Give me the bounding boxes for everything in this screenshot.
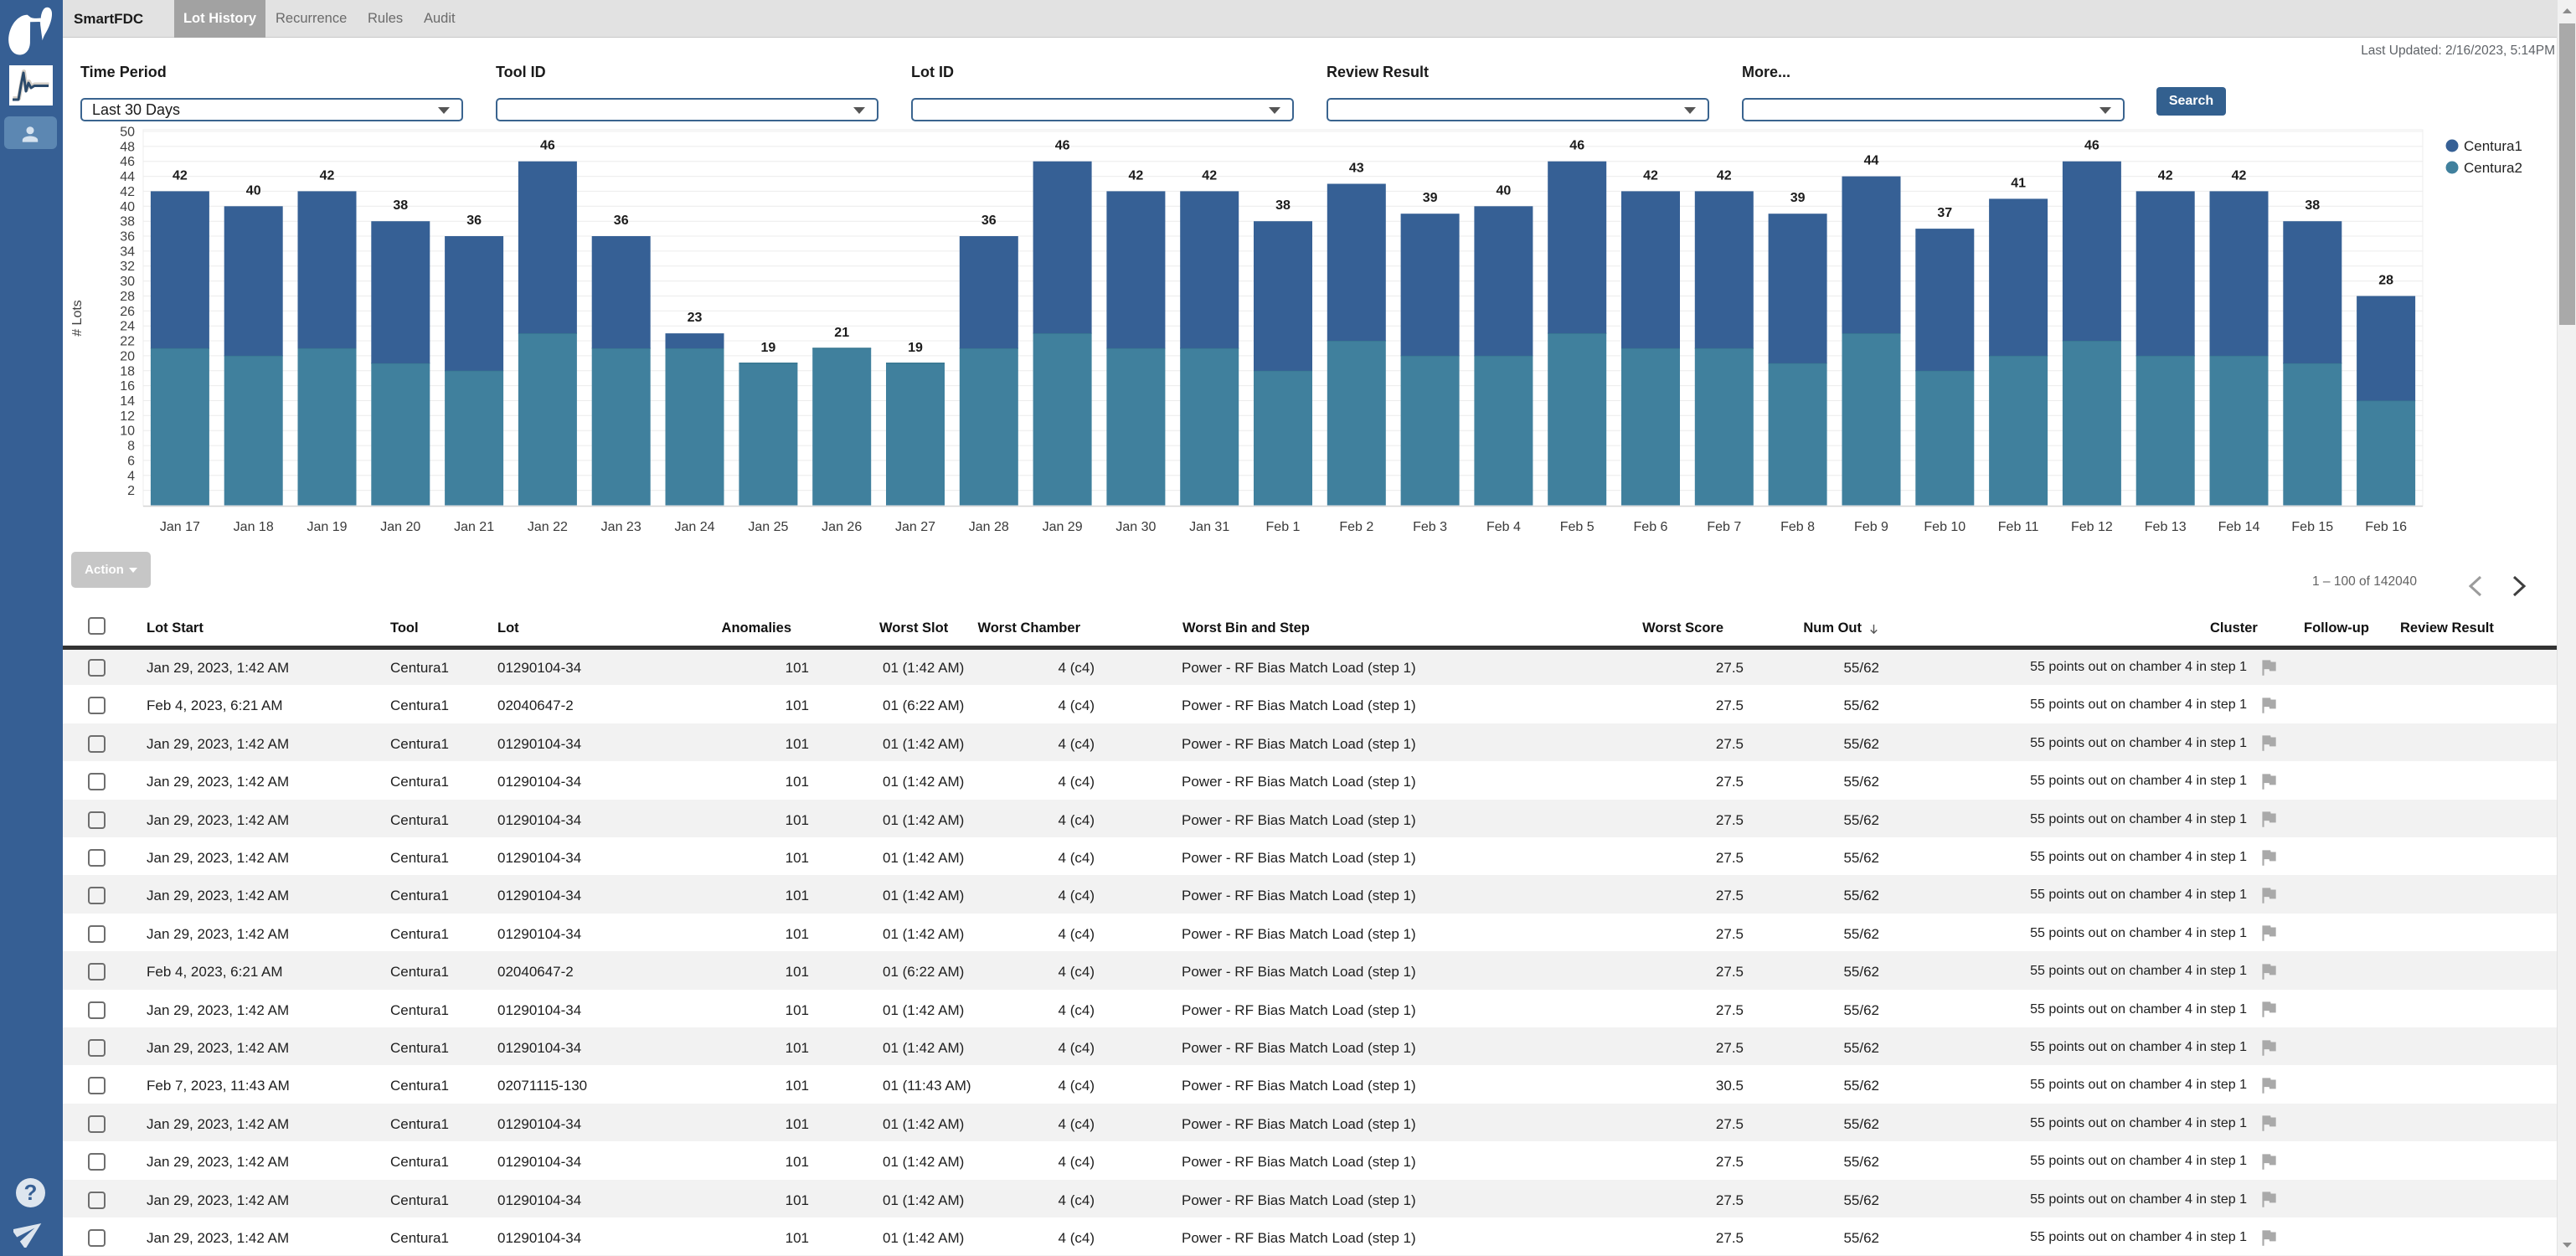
svg-text:Centura2: Centura2	[2464, 160, 2522, 176]
svg-text:8: 8	[127, 440, 135, 454]
svg-text:22: 22	[120, 335, 135, 349]
svg-text:Jan 17: Jan 17	[160, 520, 200, 534]
svg-text:28: 28	[120, 290, 135, 304]
svg-text:Feb 5: Feb 5	[1560, 520, 1595, 534]
svg-text:Jan 27: Jan 27	[895, 520, 935, 534]
svg-text:48: 48	[120, 140, 135, 154]
svg-text:41: 41	[2011, 176, 2026, 190]
svg-text:Feb 2: Feb 2	[1339, 520, 1373, 534]
svg-text:36: 36	[466, 214, 482, 228]
svg-text:Jan 20: Jan 20	[380, 520, 420, 534]
svg-text:39: 39	[1790, 191, 1806, 205]
svg-text:Feb 10: Feb 10	[1924, 520, 1965, 534]
svg-text:46: 46	[540, 139, 555, 153]
svg-text:40: 40	[246, 183, 261, 198]
svg-text:Feb 3: Feb 3	[1413, 520, 1447, 534]
svg-text:Feb 13: Feb 13	[2145, 520, 2187, 534]
svg-text:42: 42	[1202, 168, 1217, 183]
svg-text:18: 18	[120, 364, 135, 378]
svg-text:36: 36	[120, 230, 135, 245]
svg-text:42: 42	[1643, 168, 1658, 183]
svg-text:23: 23	[688, 311, 703, 325]
svg-text:28: 28	[2378, 274, 2393, 288]
svg-text:20: 20	[120, 349, 135, 363]
svg-text:Jan 26: Jan 26	[822, 520, 862, 534]
svg-text:36: 36	[981, 214, 997, 228]
svg-text:Centura1: Centura1	[2464, 138, 2522, 154]
svg-text:26: 26	[120, 305, 135, 319]
svg-text:42: 42	[173, 168, 188, 183]
svg-text:Feb 12: Feb 12	[2071, 520, 2113, 534]
svg-text:42: 42	[1129, 168, 1144, 183]
svg-text:39: 39	[1423, 191, 1438, 205]
svg-text:6: 6	[127, 454, 135, 468]
svg-text:# Lots: # Lots	[70, 300, 85, 337]
svg-text:46: 46	[120, 155, 135, 169]
svg-text:42: 42	[2158, 168, 2173, 183]
svg-text:Feb 4: Feb 4	[1486, 520, 1521, 534]
svg-text:Jan 28: Jan 28	[969, 520, 1009, 534]
svg-text:14: 14	[120, 394, 135, 409]
svg-text:Jan 19: Jan 19	[307, 520, 347, 534]
svg-text:19: 19	[908, 341, 923, 355]
svg-text:30: 30	[120, 275, 135, 289]
svg-text:32: 32	[120, 260, 135, 274]
svg-text:Feb 8: Feb 8	[1780, 520, 1815, 534]
svg-text:34: 34	[120, 245, 135, 259]
svg-text:Jan 23: Jan 23	[601, 520, 641, 534]
svg-text:38: 38	[120, 215, 135, 229]
svg-text:43: 43	[1349, 162, 1364, 176]
svg-text:46: 46	[1569, 139, 1584, 153]
svg-text:40: 40	[120, 200, 135, 214]
svg-text:Feb 7: Feb 7	[1707, 520, 1741, 534]
svg-text:Feb 14: Feb 14	[2218, 520, 2260, 534]
svg-text:Feb 1: Feb 1	[1266, 520, 1301, 534]
svg-text:46: 46	[1055, 139, 1070, 153]
svg-text:38: 38	[2305, 198, 2320, 213]
svg-text:37: 37	[1937, 206, 1952, 220]
svg-text:19: 19	[761, 341, 776, 355]
svg-text:Jan 22: Jan 22	[528, 520, 568, 534]
svg-text:36: 36	[614, 214, 629, 228]
svg-text:Jan 29: Jan 29	[1043, 520, 1083, 534]
svg-text:42: 42	[120, 185, 135, 199]
svg-text:Jan 31: Jan 31	[1189, 520, 1229, 534]
svg-text:46: 46	[2084, 139, 2099, 153]
svg-text:Jan 30: Jan 30	[1115, 520, 1156, 534]
svg-text:Feb 9: Feb 9	[1854, 520, 1888, 534]
svg-text:42: 42	[1717, 168, 1732, 183]
svg-text:21: 21	[834, 326, 849, 340]
svg-text:Feb 15: Feb 15	[2291, 520, 2333, 534]
svg-text:44: 44	[1864, 154, 1879, 168]
svg-text:Feb 6: Feb 6	[1634, 520, 1668, 534]
svg-text:Feb 11: Feb 11	[1998, 520, 2039, 534]
svg-text:24: 24	[120, 320, 135, 334]
svg-text:38: 38	[1275, 198, 1291, 213]
svg-text:10: 10	[120, 425, 135, 439]
svg-text:16: 16	[120, 379, 135, 394]
svg-text:Feb 16: Feb 16	[2365, 520, 2407, 534]
svg-text:38: 38	[393, 198, 408, 213]
svg-text:Jan 18: Jan 18	[234, 520, 274, 534]
svg-text:42: 42	[2232, 168, 2247, 183]
svg-text:40: 40	[1497, 183, 1512, 198]
svg-text:44: 44	[120, 170, 135, 184]
svg-text:4: 4	[127, 469, 135, 483]
svg-text:Jan 21: Jan 21	[454, 520, 494, 534]
svg-text:12: 12	[120, 409, 135, 424]
svg-text:Jan 24: Jan 24	[674, 520, 714, 534]
svg-text:Jan 25: Jan 25	[748, 520, 788, 534]
svg-text:2: 2	[127, 484, 135, 498]
svg-text:42: 42	[320, 168, 335, 183]
svg-text:50: 50	[120, 126, 135, 140]
